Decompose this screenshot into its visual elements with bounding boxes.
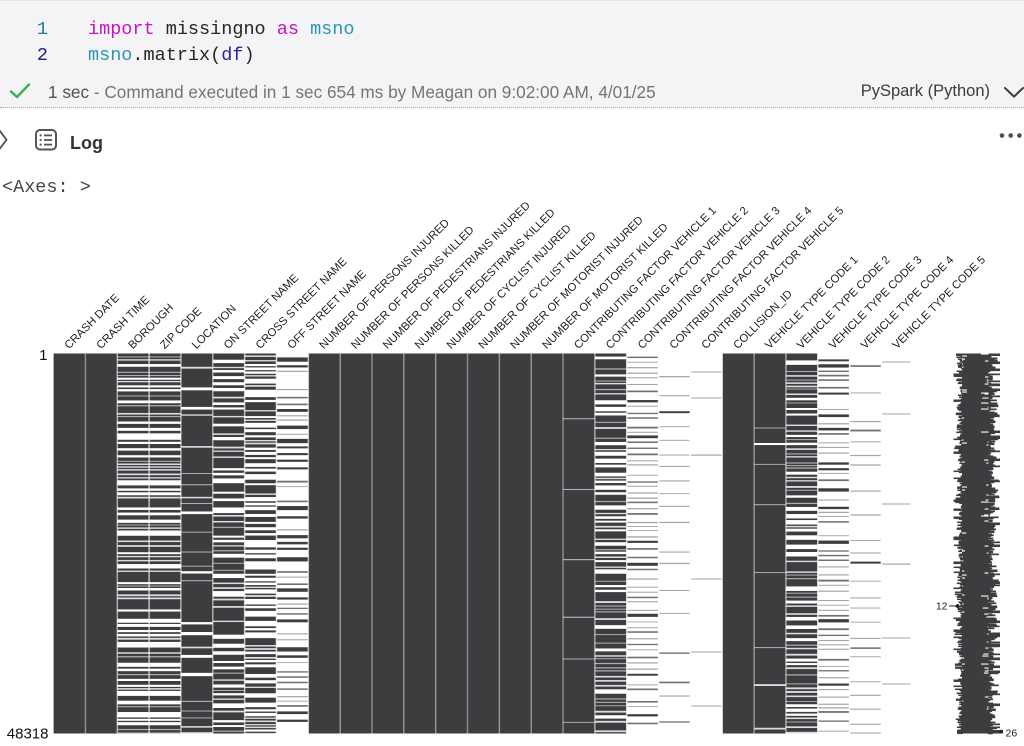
svg-text:NUMBER OF PEDESTRIANS INJURED: NUMBER OF PEDESTRIANS INJURED bbox=[381, 200, 533, 352]
svg-text:CRASH DATE: CRASH DATE bbox=[63, 292, 123, 352]
svg-text:NUMBER OF CYCLIST KILLED: NUMBER OF CYCLIST KILLED bbox=[477, 230, 599, 352]
svg-text:48318: 48318 bbox=[7, 726, 49, 743]
svg-text:1: 1 bbox=[39, 347, 47, 364]
svg-text:26: 26 bbox=[1006, 728, 1018, 740]
svg-text:12: 12 bbox=[936, 601, 948, 613]
